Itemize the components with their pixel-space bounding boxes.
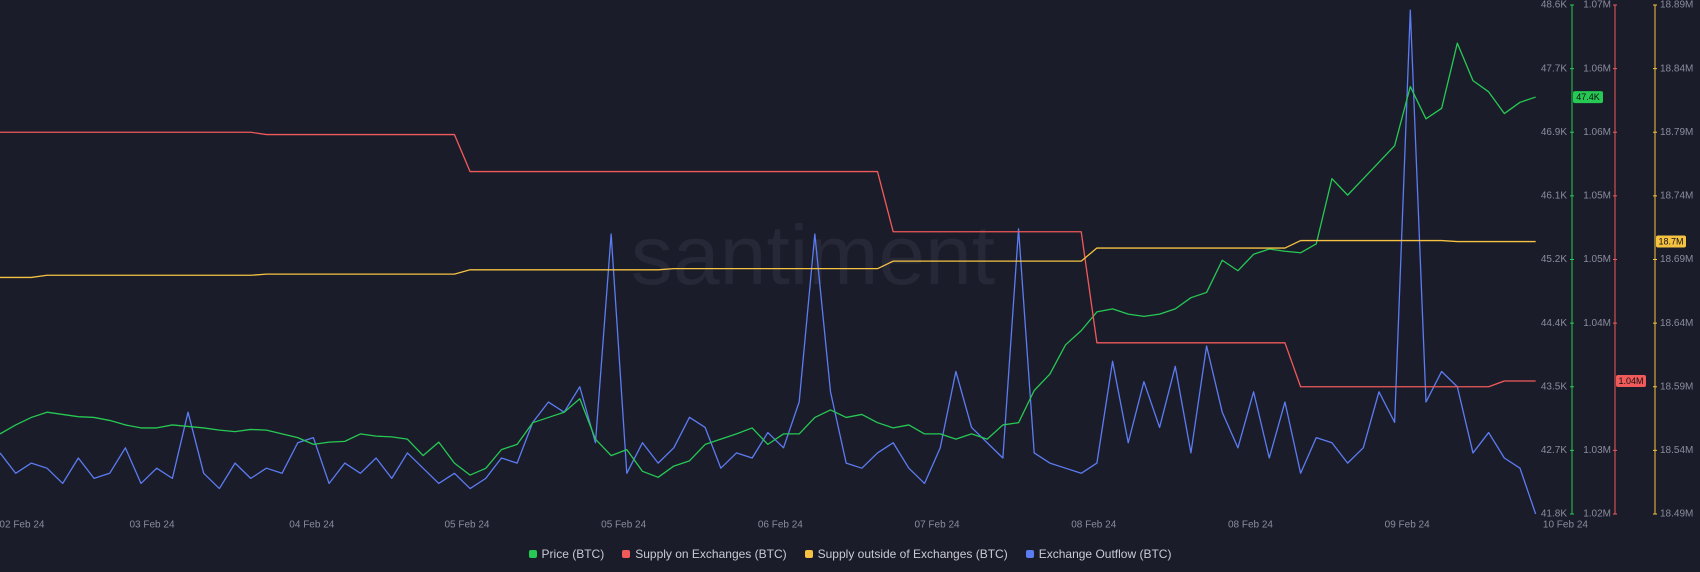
series-line xyxy=(0,131,1536,388)
y-tick-label: 42.7K xyxy=(1541,445,1567,456)
y-tick-label: 1.06M xyxy=(1583,127,1611,138)
y-tick-label: 18.59M xyxy=(1660,381,1693,392)
y-tick-label: 1.06M xyxy=(1583,63,1611,74)
y-tick-label: 18.64M xyxy=(1660,318,1693,329)
x-tick-label: 05 Feb 24 xyxy=(444,520,489,531)
y-tick-label: 45.2K xyxy=(1541,254,1567,265)
legend: Price (BTC) Supply on Exchanges (BTC) Supp… xyxy=(0,544,1700,564)
value-badge xyxy=(1656,235,1686,248)
x-tick-label: 09 Feb 24 xyxy=(1385,520,1430,531)
legend-item[interactable]: Supply on Exchanges (BTC) xyxy=(622,544,787,564)
series-line xyxy=(0,42,1536,478)
legend-label: Supply on Exchanges (BTC) xyxy=(635,547,787,561)
legend-swatch xyxy=(804,550,813,558)
series-line xyxy=(0,9,1537,515)
x-tick-label: 02 Feb 24 xyxy=(0,520,45,531)
y-tick-label: 18.74M xyxy=(1660,191,1693,202)
y-tick-label: 18.79M xyxy=(1660,127,1693,138)
y-tick-label: 1.05M xyxy=(1583,191,1611,202)
y-tick-label: 44.4K xyxy=(1541,318,1567,329)
series-line xyxy=(0,239,1536,279)
y-tick-label: 18.54M xyxy=(1660,445,1693,456)
x-tick-label: 08 Feb 24 xyxy=(1228,520,1273,531)
value-badge-label: 47.4K xyxy=(1576,92,1600,102)
value-badge-label: 1.04M xyxy=(1618,376,1643,386)
legend-swatch xyxy=(1025,550,1034,558)
value-badge-label: 18.7M xyxy=(1658,236,1683,246)
y-tick-label: 46.9K xyxy=(1541,127,1567,138)
legend-item[interactable]: Exchange Outflow (BTC) xyxy=(1025,544,1172,564)
legend-item[interactable]: Supply outside of Exchanges (BTC) xyxy=(804,544,1008,564)
y-tick-label: 1.07M xyxy=(1583,0,1611,11)
y-tick-label: 1.05M xyxy=(1583,254,1611,265)
x-tick-label: 10 Feb 24 xyxy=(1543,520,1588,531)
value-badge xyxy=(1573,91,1603,104)
value-badge xyxy=(1616,374,1646,387)
x-tick-label: 05 Feb 24 xyxy=(601,520,646,531)
legend-item[interactable]: Price (BTC) xyxy=(528,544,605,564)
y-tick-label: 18.69M xyxy=(1660,254,1693,265)
y-tick-label: 18.84M xyxy=(1660,63,1693,74)
y-tick-label: 43.5K xyxy=(1541,381,1567,392)
x-tick-label: 04 Feb 24 xyxy=(289,520,334,531)
y-tick-label: 1.02M xyxy=(1583,509,1611,520)
legend-label: Supply outside of Exchanges (BTC) xyxy=(817,547,1008,561)
x-tick-label: 06 Feb 24 xyxy=(758,520,803,531)
y-tick-label: 1.04M xyxy=(1583,318,1611,329)
y-tick-label: 46.1K xyxy=(1541,191,1567,202)
x-tick-label: 03 Feb 24 xyxy=(129,520,174,531)
legend-label: Price (BTC) xyxy=(541,547,605,561)
legend-swatch xyxy=(528,550,537,558)
legend-swatch xyxy=(622,550,631,558)
y-tick-label: 1.03M xyxy=(1583,445,1611,456)
y-tick-label: 41.8K xyxy=(1541,509,1567,520)
y-tick-label: 18.49M xyxy=(1660,509,1693,520)
legend-label: Exchange Outflow (BTC) xyxy=(1038,547,1172,561)
x-tick-label: 08 Feb 24 xyxy=(1071,520,1116,531)
x-tick-label: 07 Feb 24 xyxy=(915,520,960,531)
y-tick-label: 18.89M xyxy=(1660,0,1693,11)
chart: santiment 41.8K42.7K43.5K44.4K45.2K46.1K… xyxy=(0,0,1693,531)
y-tick-label: 47.7K xyxy=(1541,63,1567,74)
y-tick-label: 48.6K xyxy=(1541,0,1567,11)
